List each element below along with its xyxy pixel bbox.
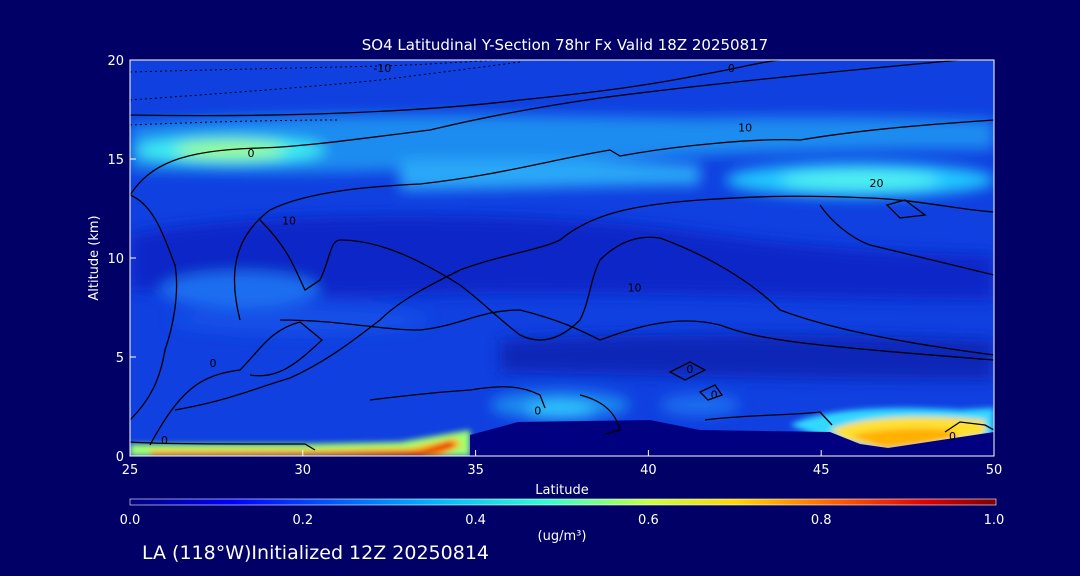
contour-label: 0 [247, 147, 254, 160]
colorbar-ticks: 0.0 0.2 0.4 0.6 0.8 1.0 [120, 513, 1005, 528]
x-axis: 25 30 35 40 45 50 [122, 450, 1003, 478]
y-tick-label: 20 [107, 54, 124, 69]
y-tick-label: 15 [107, 153, 124, 168]
footer-text: LA (118°W)Initialized 12Z 20250814 [142, 542, 489, 564]
contour-lines [130, 60, 994, 451]
contour-label: 10 [738, 121, 752, 134]
contour-label: 0 [686, 363, 693, 376]
contour-label: 0 [949, 430, 956, 443]
contour-label: 0 [728, 62, 735, 75]
contour-label: 0 [711, 389, 718, 402]
contour-label: -10 [373, 62, 391, 75]
colorbar-label: (ug/m³) [538, 529, 587, 544]
x-axis-label: Latitude [535, 483, 589, 498]
colorbar-tick-label: 1.0 [984, 513, 1005, 528]
colorbar-tick-label: 0.8 [811, 513, 832, 528]
colorbar-tick-label: 0.2 [292, 513, 313, 528]
colorbar-tick-label: 0.6 [638, 513, 659, 528]
contour-label: 20 [869, 177, 883, 190]
colorbar-tick-label: 0.0 [120, 513, 141, 528]
y-axis-label: Altitude (km) [87, 215, 102, 300]
contour-label: 10 [282, 214, 296, 227]
x-tick-label: 45 [813, 463, 830, 478]
x-tick-label: 40 [640, 463, 657, 478]
y-tick-label: 0 [116, 450, 124, 465]
contour-label: 10 [628, 282, 642, 295]
concentration-field [130, 60, 994, 456]
colorbar-tick-label: 0.4 [465, 513, 486, 528]
x-tick-label: 50 [986, 463, 1003, 478]
contour-labels: -10 0 0 10 20 10 10 0 0 0 0 0 0 [161, 62, 956, 447]
contour-label: 0 [161, 434, 168, 447]
y-tick-label: 10 [107, 252, 124, 267]
x-tick-label: 25 [122, 463, 139, 478]
chart-title: SO4 Latitudinal Y-Section 78hr Fx Valid … [362, 36, 768, 54]
x-tick-label: 30 [295, 463, 312, 478]
y-axis: 0 5 10 15 20 [107, 54, 136, 465]
colorbar [129, 498, 997, 506]
y-tick-label: 5 [116, 351, 124, 366]
contour-label: 0 [209, 357, 216, 370]
x-tick-label: 35 [467, 463, 484, 478]
contour-label: 0 [534, 404, 541, 417]
